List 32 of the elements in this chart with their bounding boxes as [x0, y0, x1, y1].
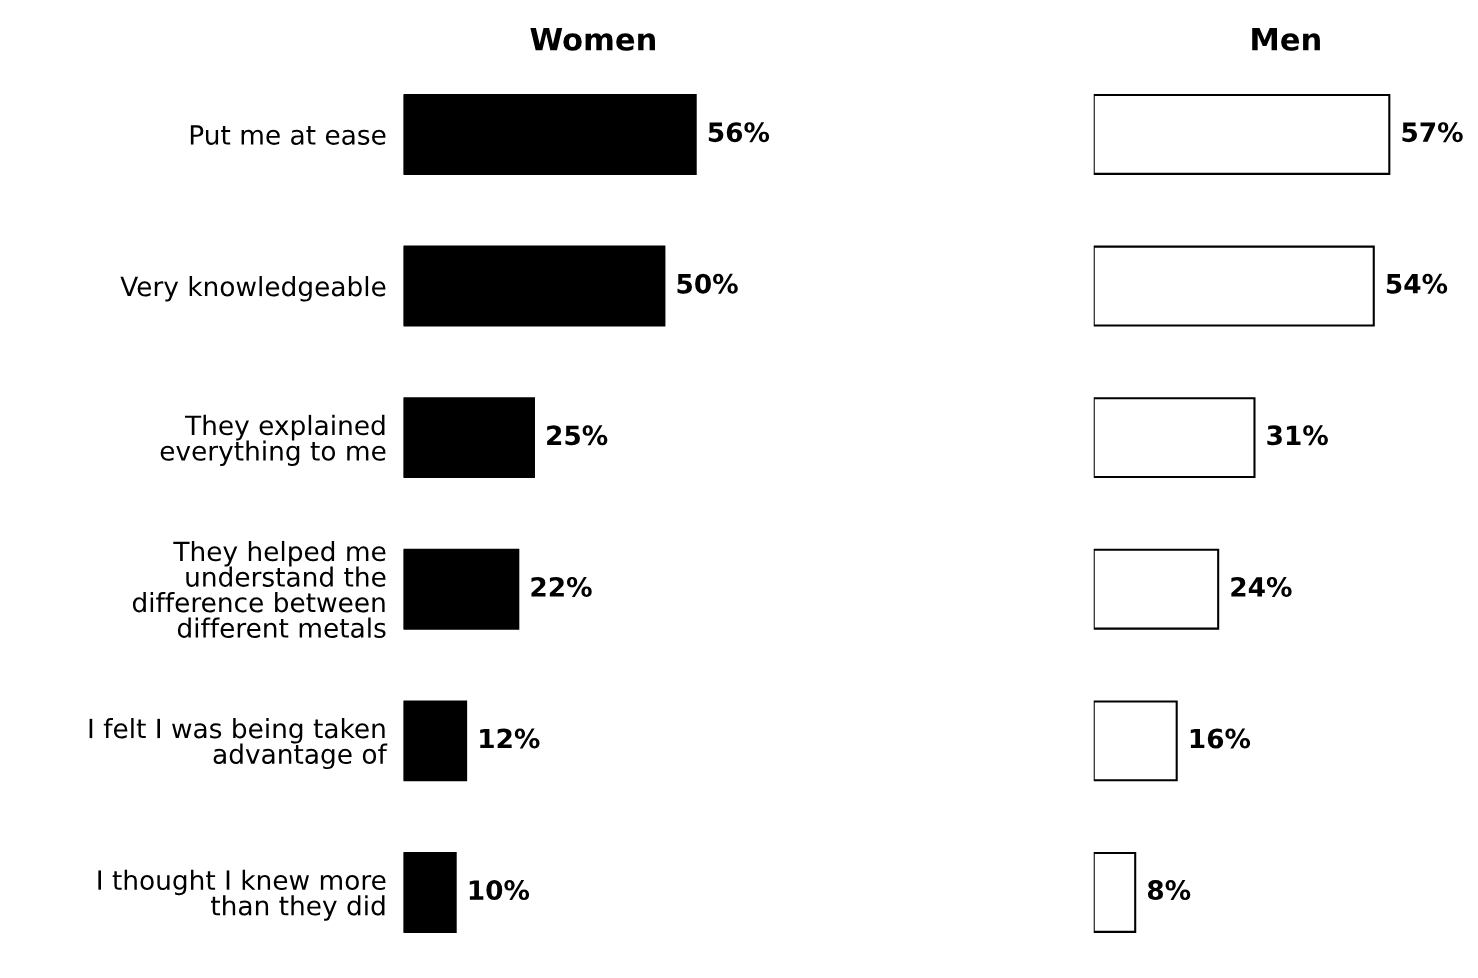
bar — [1093, 245, 1375, 327]
data-label: 50% — [677, 273, 738, 294]
data-label: 24% — [1231, 576, 1292, 597]
data-label: 22% — [531, 576, 592, 597]
data-label: 25% — [547, 425, 608, 446]
data-label: 54% — [1386, 273, 1448, 294]
bar — [1093, 94, 1391, 175]
data-label: 31% — [1267, 425, 1328, 446]
bar — [403, 94, 697, 175]
data-label: 12% — [480, 728, 540, 749]
data-label: 10% — [469, 880, 530, 901]
y-tick-label: Very knowledgeable — [120, 276, 386, 302]
data-label: 57% — [1402, 122, 1463, 143]
bar — [1093, 397, 1256, 479]
bar — [1093, 851, 1137, 933]
chart-title: Men — [1252, 28, 1320, 51]
bar — [403, 851, 457, 933]
data-label: 16% — [1190, 728, 1251, 749]
bar — [403, 548, 520, 630]
bar — [403, 245, 666, 327]
chart-title: Women — [530, 28, 655, 51]
bar — [403, 700, 468, 782]
data-label: 56% — [708, 122, 770, 143]
y-tick-label: I felt I was being taken advantage of — [89, 718, 388, 770]
bar — [403, 397, 535, 479]
y-tick-label: Put me at ease — [190, 125, 386, 145]
y-tick-label: They explained everything to me — [160, 414, 386, 466]
y-tick-label: They helped me understand the difference between different metals — [132, 540, 386, 638]
bar — [1093, 548, 1220, 630]
y-tick-label: I thought I knew more than they did — [98, 869, 386, 921]
data-label: 8% — [1147, 880, 1191, 901]
bar — [1093, 700, 1178, 782]
